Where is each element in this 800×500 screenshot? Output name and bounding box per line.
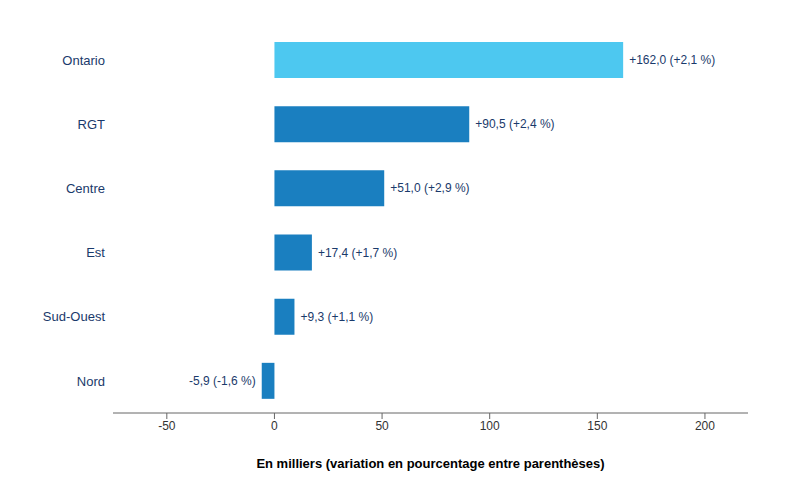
svg-text:Ontario: Ontario [62, 53, 105, 68]
svg-text:+9,3 (+1,1 %): +9,3 (+1,1 %) [300, 310, 373, 324]
svg-text:+17,4 (+1,7 %): +17,4 (+1,7 %) [318, 246, 397, 260]
svg-text:200: 200 [695, 419, 715, 433]
svg-text:0: 0 [271, 419, 278, 433]
svg-text:Nord: Nord [77, 374, 105, 389]
svg-text:150: 150 [587, 419, 607, 433]
svg-text:Sud-Ouest: Sud-Ouest [43, 309, 106, 324]
svg-text:100: 100 [480, 419, 500, 433]
svg-text:50: 50 [375, 419, 389, 433]
svg-text:+51,0 (+2,9 %): +51,0 (+2,9 %) [390, 181, 469, 195]
svg-text:-50: -50 [158, 419, 176, 433]
svg-text:Centre: Centre [66, 181, 105, 196]
svg-text:En milliers (variation en pour: En milliers (variation en pourcentage en… [256, 456, 604, 471]
svg-text:RGT: RGT [78, 117, 106, 132]
svg-text:Est: Est [86, 245, 105, 260]
svg-text:+162,0 (+2,1 %): +162,0 (+2,1 %) [629, 53, 715, 67]
svg-text:-5,9 (-1,6 %): -5,9 (-1,6 %) [189, 374, 256, 388]
svg-text:+90,5 (+2,4 %): +90,5 (+2,4 %) [475, 117, 554, 131]
